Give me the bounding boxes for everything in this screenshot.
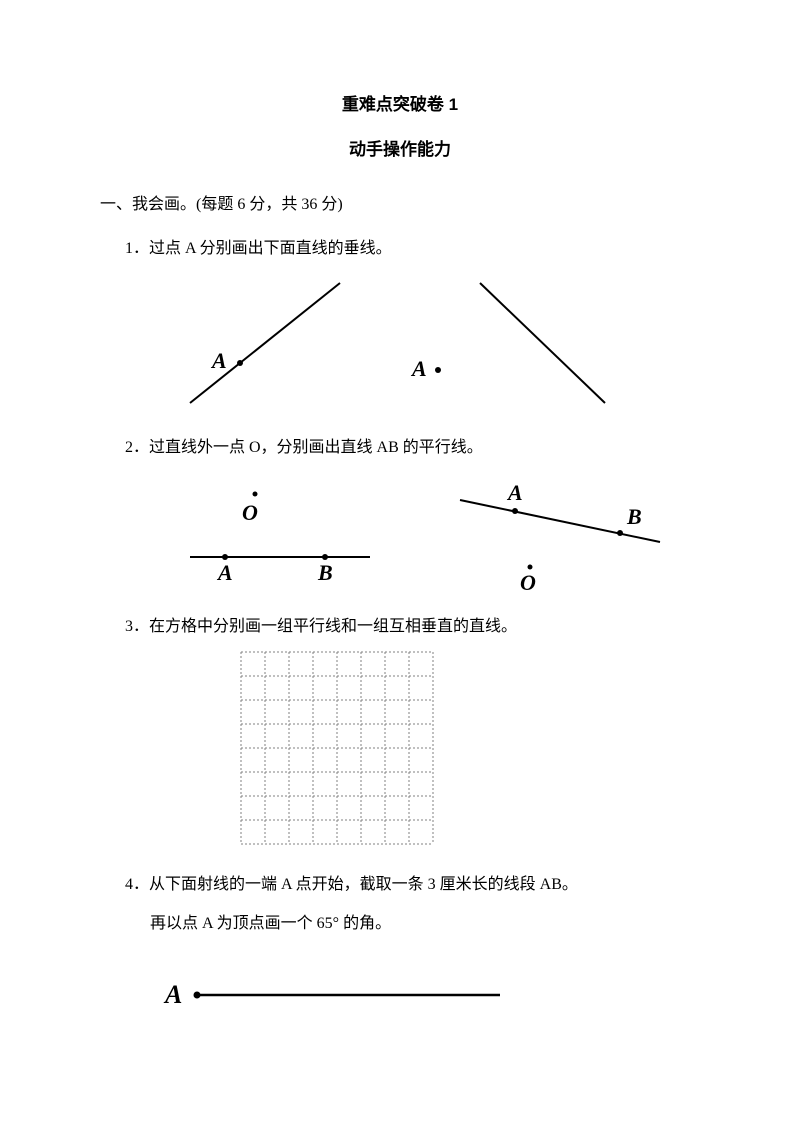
q1-point-a-1 <box>237 360 243 366</box>
question-3-grid <box>100 651 700 850</box>
question-1-text: 1．过点 A 分别画出下面直线的垂线。 <box>100 234 700 258</box>
q2-point-a-2 <box>512 508 518 514</box>
q1-label-a-1: A <box>210 348 227 373</box>
q2-svg: O A B A B O <box>150 472 670 592</box>
q2-label-a-2: A <box>506 480 523 505</box>
q1-line-1 <box>190 283 340 403</box>
question-2-diagram: O A B A B O <box>100 472 700 592</box>
q1-svg: A A <box>150 273 630 413</box>
q2-label-o-2: O <box>520 570 536 592</box>
q2-point-o-1 <box>253 492 258 497</box>
question-4-diagram: A <box>100 973 700 1028</box>
question-4-text: 4．从下面射线的一端 A 点开始，截取一条 3 厘米长的线段 AB。 <box>100 870 700 894</box>
q1-line-2 <box>480 283 605 403</box>
q2-label-o-1: O <box>242 500 258 525</box>
q3-grid-svg <box>240 651 434 845</box>
question-3-text: 3．在方格中分别画一组平行线和一组互相垂直的直线。 <box>100 612 700 636</box>
q2-point-o-2 <box>528 565 533 570</box>
page-subtitle: 动手操作能力 <box>100 135 700 160</box>
q4-svg: A <box>150 973 550 1023</box>
q2-label-a-1: A <box>216 560 233 585</box>
page-title: 重难点突破卷 1 <box>100 90 700 115</box>
question-2-text: 2．过直线外一点 O，分别画出直线 AB 的平行线。 <box>100 433 700 457</box>
q2-label-b-2: B <box>626 504 642 529</box>
q1-label-a-2: A <box>410 356 427 381</box>
q2-label-b-1: B <box>317 560 333 585</box>
question-4-text2: 再以点 A 为顶点画一个 65° 的角。 <box>100 909 700 933</box>
q1-point-a-2 <box>435 367 441 373</box>
q2-point-b-2 <box>617 530 623 536</box>
section-header: 一、我会画。(每题 6 分，共 36 分) <box>100 190 700 214</box>
q4-label-a: A <box>163 980 182 1009</box>
question-1-diagram: A A <box>100 273 700 413</box>
